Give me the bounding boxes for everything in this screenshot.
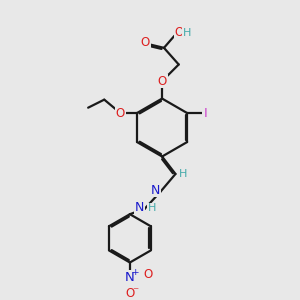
Text: ⁻: ⁻ [133,285,139,298]
Text: O: O [158,75,167,88]
Text: H: H [179,169,187,179]
Text: O: O [125,287,134,300]
Text: O: O [116,106,125,120]
Text: +: + [131,268,139,277]
Text: I: I [203,106,207,120]
Text: H: H [183,28,191,38]
Text: N: N [135,201,145,214]
Text: O: O [175,26,184,39]
Text: H: H [148,203,156,213]
Text: N: N [125,271,135,284]
Text: O: O [140,36,150,49]
Text: O: O [143,268,153,281]
Text: N: N [151,184,160,196]
